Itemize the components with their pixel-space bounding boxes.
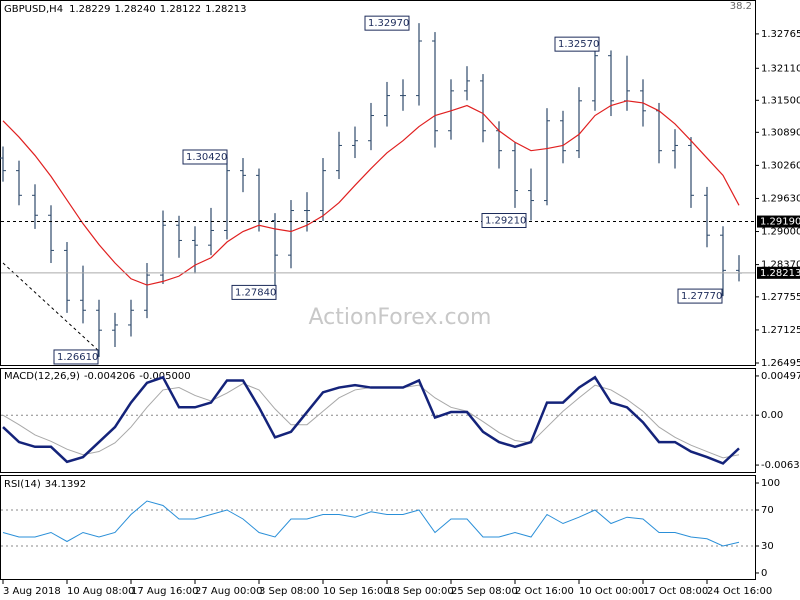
price-tag bbox=[757, 215, 800, 228]
y-tick-label: 1.27755 bbox=[761, 292, 800, 303]
x-tick-label: 17 Oct 08:00 bbox=[643, 586, 708, 597]
x-tick-label: 18 Sep 00:00 bbox=[387, 586, 454, 597]
watermark: ActionForex.com bbox=[309, 305, 492, 330]
y-tick-label: 1.26495 bbox=[761, 358, 800, 369]
annotation-box bbox=[677, 288, 723, 304]
rsi-panel bbox=[0, 475, 756, 580]
macd-header: MACD(12,26,9) -0.004206 -0.005000 bbox=[4, 371, 191, 382]
price-panel bbox=[0, 0, 756, 366]
signal-readout: -0.005000 bbox=[139, 371, 190, 382]
ma-line bbox=[2, 100, 740, 286]
annotation-label: 1.30420 bbox=[186, 152, 227, 163]
price-header: GBPUSD,H4 1.28229 1.28240 1.28122 1.28213 bbox=[4, 4, 247, 15]
annotation-box bbox=[481, 213, 527, 229]
y-tick-label: 1.32110 bbox=[761, 63, 800, 74]
y-tick-label: 70 bbox=[761, 505, 774, 516]
annotation-box bbox=[554, 36, 600, 52]
y-tick-label: -0.006311 bbox=[761, 460, 800, 471]
x-tick-label: 17 Aug 16:00 bbox=[131, 586, 198, 597]
y-tick-label: 30 bbox=[761, 541, 774, 552]
symbol: GBPUSD,H4 bbox=[4, 4, 63, 15]
annotation-label: 1.32970 bbox=[368, 18, 409, 29]
y-tick-label: 0 bbox=[761, 568, 767, 579]
main-line bbox=[2, 500, 740, 547]
annotation-label: 1.26610 bbox=[57, 352, 98, 363]
annotation-box bbox=[364, 15, 410, 31]
annotation-label: 1.27770 bbox=[681, 291, 722, 302]
x-tick-label: 24 Oct 16:00 bbox=[707, 586, 772, 597]
quote-open: 1.28229 bbox=[69, 4, 110, 15]
annotation-box bbox=[182, 149, 228, 165]
price-tag-label: 1.28213 bbox=[760, 268, 800, 279]
macd-panel bbox=[0, 368, 756, 473]
price-tag bbox=[757, 266, 800, 279]
y-tick-label: 100 bbox=[761, 478, 780, 489]
y-tick-label: 1.30890 bbox=[761, 127, 800, 138]
y-tick-label: 1.29000 bbox=[761, 227, 800, 238]
y-tick-label: 1.31500 bbox=[761, 95, 800, 106]
rsi-readout: 34.1392 bbox=[45, 479, 86, 490]
annotation-label: 1.29210 bbox=[485, 216, 526, 227]
y-tick-label: 0.004971 bbox=[761, 371, 800, 382]
macd-readout: -0.004206 bbox=[84, 371, 135, 382]
price-tag-label: 1.29190 bbox=[760, 217, 800, 228]
corner-label: 38.2 bbox=[730, 1, 752, 12]
x-tick-label: 10 Sep 16:00 bbox=[323, 586, 390, 597]
y-tick-label: 1.29630 bbox=[761, 193, 800, 204]
annotation-label: 1.32570 bbox=[558, 39, 599, 50]
y-tick-label: 1.27125 bbox=[761, 325, 800, 336]
x-tick-label: 3 Aug 2018 bbox=[3, 586, 61, 597]
trend-line bbox=[2, 262, 101, 353]
annotation-label: 1.27840 bbox=[235, 287, 276, 298]
x-tick-label: 2 Oct 16:00 bbox=[515, 586, 574, 597]
annotation-box bbox=[53, 349, 99, 365]
x-tick-label: 3 Sep 08:00 bbox=[259, 586, 319, 597]
quote-high: 1.28240 bbox=[114, 4, 155, 15]
x-tick-label: 10 Oct 00:00 bbox=[579, 586, 644, 597]
rsi-header: RSI(14) 34.1392 bbox=[4, 479, 86, 490]
x-tick-label: 27 Aug 00:00 bbox=[195, 586, 262, 597]
y-tick-label: 1.30260 bbox=[761, 160, 800, 171]
y-tick-label: 0.00 bbox=[761, 410, 783, 421]
quote-close: 1.28213 bbox=[205, 4, 246, 15]
macd-title: MACD(12,26,9) bbox=[4, 371, 80, 382]
quote-low: 1.28122 bbox=[160, 4, 201, 15]
main-line bbox=[2, 375, 740, 465]
x-tick-label: 25 Sep 08:00 bbox=[451, 586, 518, 597]
x-tick-label: 10 Aug 08:00 bbox=[67, 586, 134, 597]
y-tick-label: 1.28370 bbox=[761, 260, 800, 271]
annotation-box bbox=[231, 284, 277, 300]
rsi-title: RSI(14) bbox=[4, 479, 41, 490]
y-tick-label: 1.32765 bbox=[761, 29, 800, 40]
